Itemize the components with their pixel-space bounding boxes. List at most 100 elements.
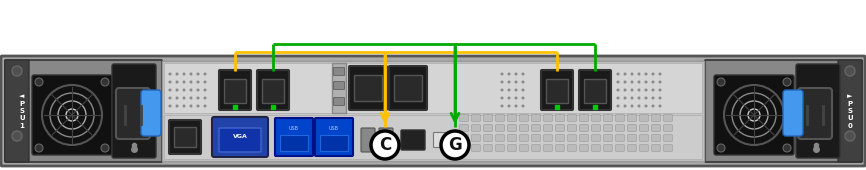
Circle shape (717, 144, 725, 152)
FancyBboxPatch shape (495, 115, 504, 121)
FancyBboxPatch shape (628, 125, 637, 131)
Circle shape (190, 81, 192, 83)
FancyBboxPatch shape (568, 125, 576, 131)
FancyBboxPatch shape (224, 79, 246, 103)
FancyBboxPatch shape (541, 70, 573, 110)
FancyBboxPatch shape (379, 128, 393, 152)
FancyBboxPatch shape (616, 125, 624, 131)
FancyBboxPatch shape (568, 145, 576, 151)
Circle shape (501, 105, 503, 107)
FancyBboxPatch shape (332, 63, 346, 113)
Circle shape (637, 97, 641, 99)
FancyBboxPatch shape (401, 130, 425, 150)
FancyBboxPatch shape (472, 125, 481, 131)
FancyBboxPatch shape (164, 63, 702, 113)
FancyBboxPatch shape (556, 135, 565, 141)
Circle shape (521, 72, 525, 75)
FancyBboxPatch shape (275, 118, 313, 156)
FancyBboxPatch shape (520, 145, 528, 151)
FancyBboxPatch shape (162, 61, 704, 161)
Circle shape (624, 81, 626, 83)
FancyBboxPatch shape (6, 61, 860, 161)
Circle shape (204, 105, 206, 107)
Circle shape (501, 81, 503, 83)
FancyBboxPatch shape (472, 115, 481, 121)
FancyBboxPatch shape (333, 98, 345, 106)
Circle shape (204, 81, 206, 83)
Circle shape (35, 78, 43, 86)
FancyBboxPatch shape (532, 145, 540, 151)
Circle shape (197, 81, 199, 83)
Circle shape (507, 89, 510, 91)
FancyBboxPatch shape (652, 135, 660, 141)
FancyBboxPatch shape (579, 135, 588, 141)
Circle shape (441, 131, 469, 159)
FancyBboxPatch shape (838, 60, 862, 162)
FancyBboxPatch shape (604, 115, 612, 121)
Circle shape (204, 72, 206, 75)
FancyBboxPatch shape (333, 81, 345, 89)
FancyBboxPatch shape (507, 145, 516, 151)
FancyBboxPatch shape (652, 145, 660, 151)
Circle shape (651, 97, 655, 99)
Circle shape (617, 105, 619, 107)
Circle shape (845, 66, 855, 76)
FancyBboxPatch shape (604, 135, 612, 141)
FancyBboxPatch shape (591, 115, 600, 121)
FancyBboxPatch shape (112, 64, 156, 158)
FancyBboxPatch shape (579, 125, 588, 131)
FancyBboxPatch shape (628, 135, 637, 141)
FancyBboxPatch shape (32, 75, 112, 155)
FancyBboxPatch shape (544, 115, 553, 121)
FancyBboxPatch shape (257, 70, 289, 110)
FancyBboxPatch shape (320, 135, 348, 151)
FancyBboxPatch shape (604, 125, 612, 131)
FancyBboxPatch shape (652, 115, 660, 121)
Circle shape (507, 72, 510, 75)
FancyBboxPatch shape (544, 135, 553, 141)
FancyBboxPatch shape (663, 145, 672, 151)
Circle shape (190, 89, 192, 91)
Circle shape (630, 81, 634, 83)
FancyBboxPatch shape (434, 132, 449, 148)
FancyBboxPatch shape (333, 67, 345, 75)
Circle shape (169, 89, 171, 91)
FancyBboxPatch shape (495, 145, 504, 151)
Circle shape (514, 97, 518, 99)
Circle shape (197, 89, 199, 91)
FancyBboxPatch shape (591, 135, 600, 141)
Circle shape (617, 72, 619, 75)
Circle shape (501, 97, 503, 99)
Circle shape (658, 97, 662, 99)
Circle shape (176, 89, 178, 91)
FancyBboxPatch shape (579, 145, 588, 151)
FancyBboxPatch shape (116, 88, 150, 139)
FancyBboxPatch shape (705, 60, 862, 162)
FancyBboxPatch shape (568, 135, 576, 141)
Circle shape (651, 81, 655, 83)
Circle shape (507, 97, 510, 99)
Circle shape (521, 81, 525, 83)
Circle shape (169, 72, 171, 75)
FancyBboxPatch shape (798, 88, 832, 139)
Circle shape (644, 97, 648, 99)
Circle shape (176, 105, 178, 107)
FancyBboxPatch shape (616, 135, 624, 141)
Circle shape (183, 97, 185, 99)
FancyBboxPatch shape (389, 66, 427, 110)
FancyBboxPatch shape (616, 115, 624, 121)
FancyBboxPatch shape (663, 125, 672, 131)
FancyBboxPatch shape (315, 118, 353, 156)
FancyBboxPatch shape (164, 115, 702, 159)
FancyBboxPatch shape (663, 115, 672, 121)
FancyBboxPatch shape (484, 145, 492, 151)
Circle shape (637, 81, 641, 83)
FancyBboxPatch shape (640, 115, 649, 121)
Circle shape (658, 72, 662, 75)
FancyBboxPatch shape (546, 79, 568, 103)
Circle shape (176, 97, 178, 99)
Circle shape (183, 72, 185, 75)
Circle shape (507, 81, 510, 83)
FancyBboxPatch shape (628, 115, 637, 121)
FancyBboxPatch shape (591, 145, 600, 151)
